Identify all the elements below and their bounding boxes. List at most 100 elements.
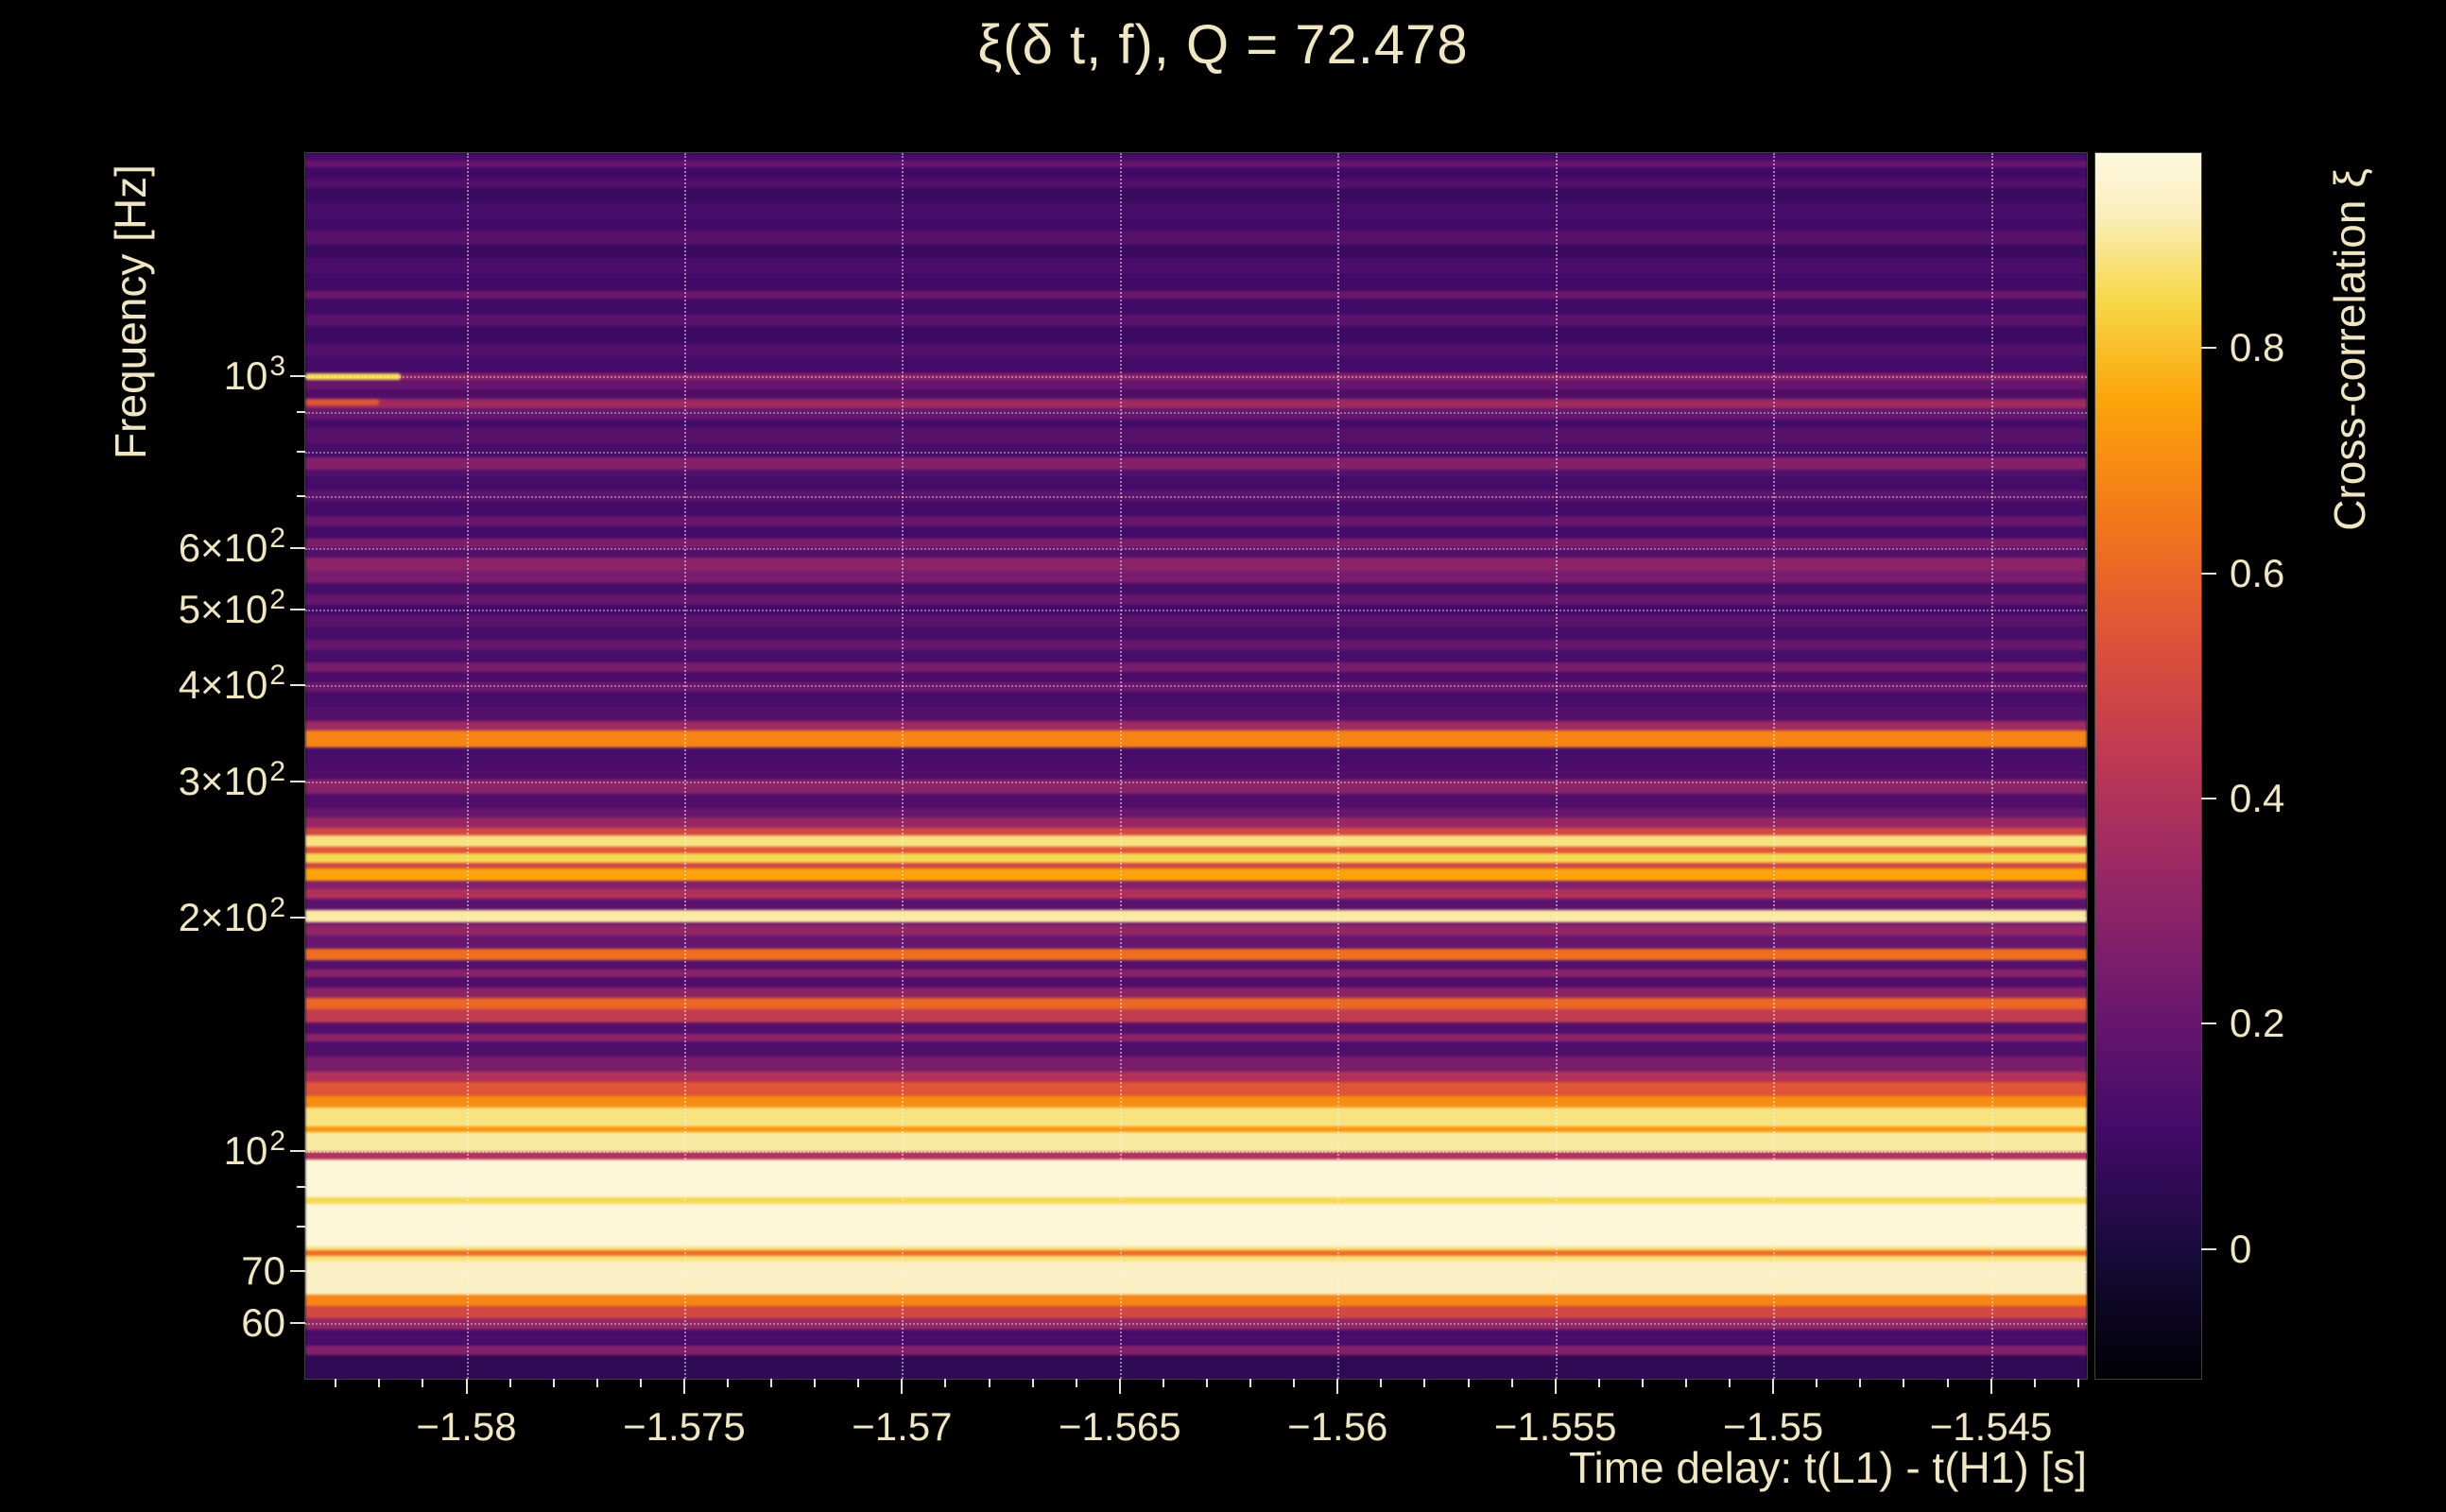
colorbar-tick-label: 0 <box>2230 1226 2252 1271</box>
heatmap-band <box>305 1305 2087 1319</box>
x-minor-tick <box>1467 1379 1470 1387</box>
y-tick-exponent: 2 <box>269 892 285 924</box>
y-tick-base: 10 <box>223 1128 268 1174</box>
heatmap-band <box>305 614 2087 627</box>
y-tick-base: 2×10 <box>178 895 268 940</box>
heatmap-band <box>305 779 2087 794</box>
y-tick-label: 6×102 <box>0 523 285 577</box>
heatmap-band <box>305 230 2087 245</box>
heatmap-band <box>305 1131 2087 1153</box>
gridline-horizontal <box>305 1151 2087 1154</box>
heatmap-band <box>305 948 2087 960</box>
x-minor-tick <box>1249 1379 1252 1387</box>
y-major-tick <box>290 781 305 783</box>
y-tick-label: 5×102 <box>0 584 285 639</box>
x-tick-label: −1.555 <box>1493 1404 1617 1449</box>
heatmap-band <box>305 314 2087 327</box>
heatmap-band <box>305 325 2087 345</box>
gridlines <box>305 153 2087 1379</box>
heatmap-band <box>305 691 2087 708</box>
heatmap-band <box>305 441 2087 457</box>
y-tick-base: 10 <box>223 353 268 399</box>
x-minor-tick <box>2076 1379 2079 1387</box>
gridline-horizontal <box>305 1186 2087 1189</box>
y-tick-base: 60 <box>241 1300 285 1346</box>
x-major-tick <box>1554 1379 1557 1394</box>
y-major-tick <box>290 1150 305 1153</box>
y-major-tick <box>290 375 305 378</box>
x-minor-tick <box>1946 1379 1949 1387</box>
heatmap-band <box>305 662 2087 673</box>
x-minor-tick <box>1423 1379 1426 1387</box>
x-minor-tick <box>378 1379 381 1387</box>
y-tick-label: 60 <box>0 1298 285 1348</box>
gridline-horizontal <box>305 1323 2087 1326</box>
heatmap-band <box>305 976 2087 988</box>
heatmap-band <box>305 582 2087 595</box>
heatmap-band <box>305 793 2087 808</box>
gridline-vertical <box>1119 153 1122 1379</box>
heatmap-band <box>305 217 2087 232</box>
x-minor-tick <box>1206 1379 1209 1387</box>
colorbar-tick-label: 0.4 <box>2230 776 2285 821</box>
y-tick-exponent: 2 <box>269 1125 285 1158</box>
heatmap-band <box>305 166 2087 179</box>
heatmap-band <box>305 1248 2087 1256</box>
x-major-tick <box>1990 1379 1992 1394</box>
heatmap <box>305 153 2087 1379</box>
heatmap-band <box>305 862 2087 869</box>
gridline-vertical <box>466 153 469 1379</box>
y-tick-label: 4×102 <box>0 660 285 714</box>
heatmap-band <box>305 298 2087 316</box>
heatmap-band <box>305 1151 2087 1160</box>
y-minor-tick <box>297 1185 305 1188</box>
heatmap-band <box>305 765 2087 781</box>
heatmap-bright-spot <box>305 399 380 405</box>
colorbar-tick-label: 0.2 <box>2230 1001 2285 1046</box>
x-tick-label: −1.56 <box>1287 1404 1388 1449</box>
heatmap-band <box>305 257 2087 273</box>
colorbar-tick <box>2201 798 2216 800</box>
heatmap-band <box>305 178 2087 188</box>
x-major-tick <box>1336 1379 1339 1394</box>
gridline-vertical <box>1773 153 1776 1379</box>
heatmap-band <box>305 1345 2087 1356</box>
heatmap-band <box>305 1125 2087 1133</box>
colorbar-tick-label: 0.8 <box>2230 325 2285 370</box>
heatmap-band <box>305 418 2087 429</box>
heatmap-band <box>305 746 2087 766</box>
heatmap-band <box>305 671 2087 682</box>
heatmap-band <box>305 845 2087 853</box>
x-minor-tick <box>1903 1379 1905 1387</box>
x-minor-tick <box>335 1379 337 1387</box>
y-tick-label: 2×102 <box>0 892 285 947</box>
x-major-tick <box>901 1379 904 1394</box>
gridline-horizontal <box>305 918 2087 920</box>
gridline-vertical <box>902 153 904 1379</box>
heatmap-band <box>305 1202 2087 1247</box>
heatmap-band <box>305 570 2087 583</box>
heatmap-band <box>305 1107 2087 1126</box>
heatmap-band <box>305 1081 2087 1097</box>
y-minor-tick <box>297 410 305 413</box>
heatmap-band <box>305 1294 2087 1306</box>
heatmap-band <box>305 490 2087 501</box>
colorbar-tick <box>2201 572 2216 575</box>
y-tick-label: 70 <box>0 1246 285 1296</box>
heatmap-band <box>305 538 2087 548</box>
heatmap-band <box>305 160 2087 168</box>
heatmap-band <box>305 546 2087 558</box>
heatmap-band <box>305 880 2087 890</box>
x-tick-label: −1.58 <box>416 1404 517 1449</box>
y-tick-base: 6×10 <box>178 525 268 571</box>
heatmap-band <box>305 1329 2087 1346</box>
x-minor-tick <box>1859 1379 1862 1387</box>
heatmap-band <box>305 1317 2087 1331</box>
x-minor-tick <box>595 1379 598 1387</box>
y-tick-base: 4×10 <box>178 662 268 707</box>
heatmap-band <box>305 475 2087 490</box>
x-minor-tick <box>814 1379 817 1387</box>
x-minor-tick <box>1641 1379 1644 1387</box>
heatmap-band <box>305 816 2087 828</box>
heatmap-band <box>305 1055 2087 1072</box>
